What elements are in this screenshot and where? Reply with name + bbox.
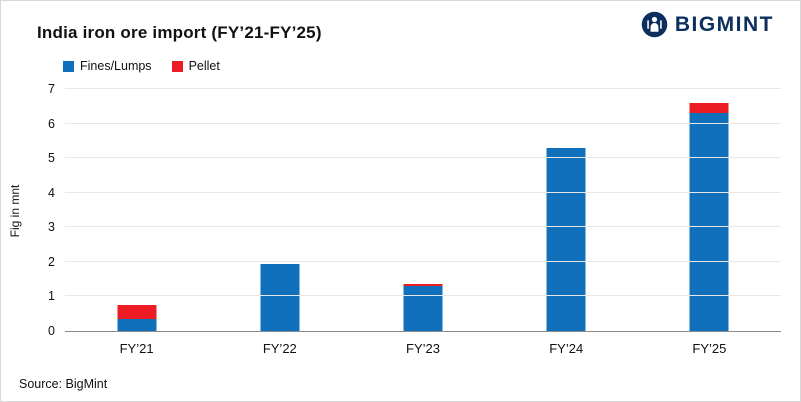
bar-segment-pellet bbox=[689, 102, 729, 114]
bar-slot bbox=[65, 89, 208, 331]
bar-segment-pellet bbox=[117, 305, 157, 319]
gridline bbox=[65, 122, 781, 124]
y-tick-label: 7 bbox=[48, 82, 55, 96]
gridline bbox=[65, 157, 781, 159]
legend-item-pellet: Pellet bbox=[171, 59, 220, 73]
brand-name: BIGMINT bbox=[674, 12, 774, 36]
y-tick-label: 0 bbox=[48, 324, 55, 338]
gridline bbox=[65, 88, 781, 89]
chart-legend: Fines/Lumps Pellet bbox=[63, 59, 220, 73]
stacked-bar-1 bbox=[117, 305, 157, 331]
stacked-bar-2 bbox=[260, 263, 300, 331]
x-tick-label: FY’23 bbox=[406, 341, 440, 356]
y-axis-title: Fig in mnt bbox=[8, 184, 22, 237]
bar-slot bbox=[638, 89, 781, 331]
gridline bbox=[65, 260, 781, 262]
y-tick-label: 3 bbox=[48, 220, 55, 235]
bar-segment-fines-lumps bbox=[546, 147, 586, 331]
legend-label-pellet: Pellet bbox=[188, 59, 220, 73]
legend-label-fines-lumps: Fines/Lumps bbox=[80, 59, 152, 73]
legend-swatch-fines-lumps bbox=[63, 60, 74, 72]
gridline bbox=[65, 295, 781, 297]
x-tick-label: FY’25 bbox=[692, 341, 727, 356]
bar-segment-fines-lumps bbox=[403, 286, 443, 331]
brand-logo: BIGMINT bbox=[641, 11, 774, 38]
bigmint-logo-icon bbox=[641, 11, 668, 38]
bar-segment-fines-lumps bbox=[117, 318, 157, 331]
bar-segment-fines-lumps bbox=[689, 113, 729, 331]
bars-container bbox=[65, 89, 781, 331]
x-tick-label: FY’22 bbox=[262, 341, 297, 356]
x-axis-labels: FY’21 FY’22 FY’23 FY’24 FY’25 bbox=[65, 341, 781, 356]
bar-slot bbox=[351, 89, 494, 331]
y-tick-label: 6 bbox=[48, 116, 55, 131]
bar-chart: Fig in mnt 0 1 2 3 4 5 6 7 FY’21 FY’22 FY’23 FY’24… bbox=[8, 82, 781, 356]
chart-title: India iron ore import (FY’21-FY’25) bbox=[37, 23, 322, 42]
x-tick-label: FY’21 bbox=[119, 341, 154, 356]
bar-segment-fines-lumps bbox=[260, 263, 300, 331]
stacked-bar-4 bbox=[546, 147, 586, 331]
source-note: Source: BigMint bbox=[19, 377, 108, 391]
gridline bbox=[65, 226, 781, 228]
y-tick-label: 4 bbox=[48, 185, 55, 200]
y-tick-label: 2 bbox=[48, 254, 55, 269]
legend-item-fines-lumps: Fines/Lumps bbox=[63, 59, 152, 73]
stacked-bar-3 bbox=[403, 283, 443, 331]
plot-area: 0 1 2 3 4 5 6 7 bbox=[48, 82, 781, 338]
y-tick-label: 1 bbox=[48, 289, 55, 304]
gridline bbox=[65, 191, 781, 193]
stacked-bar-5 bbox=[689, 102, 729, 331]
y-tick-label: 5 bbox=[48, 151, 55, 166]
bar-slot bbox=[495, 89, 638, 331]
legend-swatch-pellet bbox=[171, 60, 183, 72]
bar-slot bbox=[208, 89, 351, 331]
x-tick-label: FY’24 bbox=[549, 341, 584, 356]
bar-segment-pellet bbox=[403, 283, 443, 287]
